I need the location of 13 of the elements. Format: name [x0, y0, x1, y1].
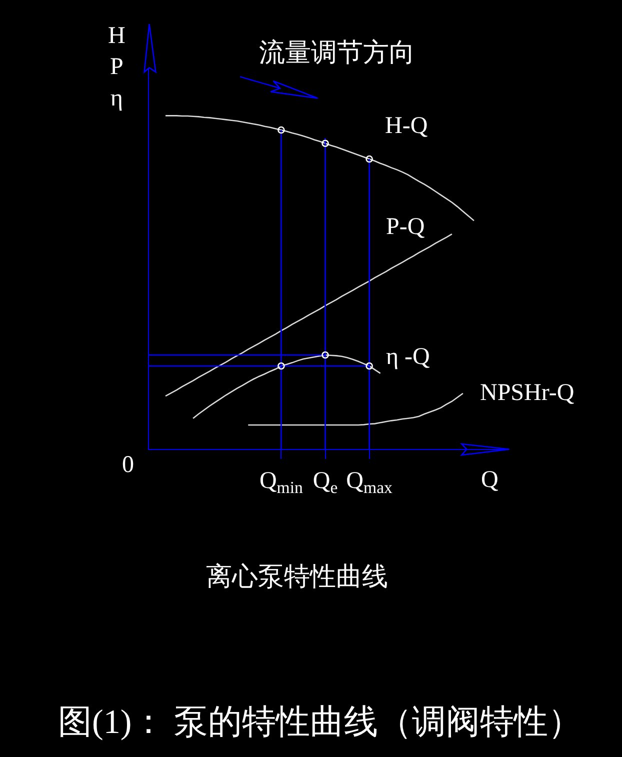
text: 流量调节方向	[259, 38, 415, 67]
text: 0	[122, 452, 134, 478]
series-label: NPSHr-Q	[480, 380, 574, 406]
x-tick-label: Q$_{min}$	[259, 468, 304, 497]
x-tick-label: Q$_{e}$	[312, 468, 338, 497]
x-tick-label: Q$_{max}$	[346, 468, 394, 497]
series-label: H-Q	[385, 113, 428, 139]
text: 图(1)： 泵的特性曲线（调阀特性）	[58, 704, 582, 741]
x-axis-title: Q	[481, 467, 498, 493]
y-axis-title: H P η	[108, 23, 126, 112]
series-label: η -Q	[386, 344, 430, 370]
text: 离心泵特性曲线	[206, 562, 388, 592]
series-label: P-Q	[386, 214, 425, 240]
